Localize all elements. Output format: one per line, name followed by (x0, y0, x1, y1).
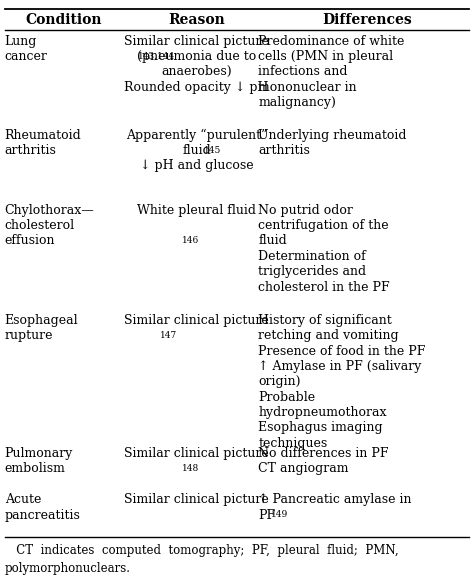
Text: Chylothorax—: Chylothorax— (5, 204, 94, 217)
Text: Acute: Acute (5, 493, 41, 506)
Text: (pneumonia due to: (pneumonia due to (137, 50, 256, 63)
Text: malignancy): malignancy) (258, 96, 336, 109)
Text: Presence of food in the PF: Presence of food in the PF (258, 345, 426, 357)
Text: Lung: Lung (5, 35, 37, 47)
Text: Differences: Differences (322, 13, 412, 27)
Text: No differences in PF: No differences in PF (258, 447, 389, 460)
Text: Similar clinical picture: Similar clinical picture (124, 493, 269, 506)
Text: PF: PF (258, 509, 275, 522)
Text: CT  indicates  computed  tomography;  PF,  pleural  fluid;  PMN,: CT indicates computed tomography; PF, pl… (5, 544, 398, 557)
Text: retching and vomiting: retching and vomiting (258, 329, 399, 342)
Text: ↑ Pancreatic amylase in: ↑ Pancreatic amylase in (258, 493, 412, 506)
Text: cells (PMN in pleural: cells (PMN in pleural (258, 50, 393, 63)
Text: fluid: fluid (182, 144, 211, 157)
Text: fluid: fluid (258, 234, 287, 247)
Text: centrifugation of the: centrifugation of the (258, 219, 389, 232)
Text: Underlying rheumatoid: Underlying rheumatoid (258, 129, 407, 141)
Text: hydropneumothorax: hydropneumothorax (258, 406, 387, 419)
Text: 148: 148 (182, 464, 200, 473)
Text: Probable: Probable (258, 390, 316, 404)
Text: Apparently “purulent”: Apparently “purulent” (126, 129, 267, 142)
Text: Esophagus imaging: Esophagus imaging (258, 422, 383, 434)
Text: pancreatitis: pancreatitis (5, 509, 81, 522)
Text: arthritis: arthritis (5, 144, 56, 157)
Text: Similar clinical picture: Similar clinical picture (124, 35, 269, 47)
Text: Rheumatoid: Rheumatoid (5, 129, 82, 141)
Text: Similar clinical picture: Similar clinical picture (124, 447, 269, 460)
Text: Reason: Reason (168, 13, 225, 27)
Text: Determination of: Determination of (258, 250, 366, 263)
Text: 143,144: 143,144 (138, 52, 175, 61)
Text: White pleural fluid: White pleural fluid (137, 204, 256, 217)
Text: mononuclear in: mononuclear in (258, 81, 357, 94)
Text: cholesterol: cholesterol (5, 219, 75, 232)
Text: History of significant: History of significant (258, 314, 392, 327)
Text: Pulmonary: Pulmonary (5, 447, 73, 460)
Text: No putrid odor: No putrid odor (258, 204, 353, 217)
Text: cancer: cancer (5, 50, 47, 63)
Text: Rounded opacity ↓ pH: Rounded opacity ↓ pH (125, 81, 269, 94)
Text: techniques: techniques (258, 437, 328, 449)
Text: Similar clinical picture: Similar clinical picture (124, 314, 269, 327)
Text: Esophageal: Esophageal (5, 314, 78, 327)
Text: CT angiogram: CT angiogram (258, 462, 349, 475)
Text: cholesterol in the PF: cholesterol in the PF (258, 280, 390, 294)
Text: effusion: effusion (5, 234, 55, 247)
Text: 147: 147 (160, 331, 177, 340)
Text: triglycerides and: triglycerides and (258, 265, 366, 278)
Text: embolism: embolism (5, 462, 65, 475)
Text: origin): origin) (258, 375, 301, 388)
Text: arthritis: arthritis (258, 144, 310, 157)
Text: Condition: Condition (26, 13, 102, 27)
Text: rupture: rupture (5, 329, 53, 342)
Text: polymorphonuclears.: polymorphonuclears. (5, 562, 131, 574)
Text: ↓ pH and glucose: ↓ pH and glucose (140, 159, 254, 172)
Text: infections and: infections and (258, 65, 348, 78)
Text: 146: 146 (182, 236, 200, 245)
Text: anaerobes): anaerobes) (162, 65, 232, 78)
Text: 145: 145 (204, 146, 222, 155)
Text: Predominance of white: Predominance of white (258, 35, 405, 47)
Text: ↑ Amylase in PF (salivary: ↑ Amylase in PF (salivary (258, 360, 422, 373)
Text: 149: 149 (271, 511, 288, 519)
